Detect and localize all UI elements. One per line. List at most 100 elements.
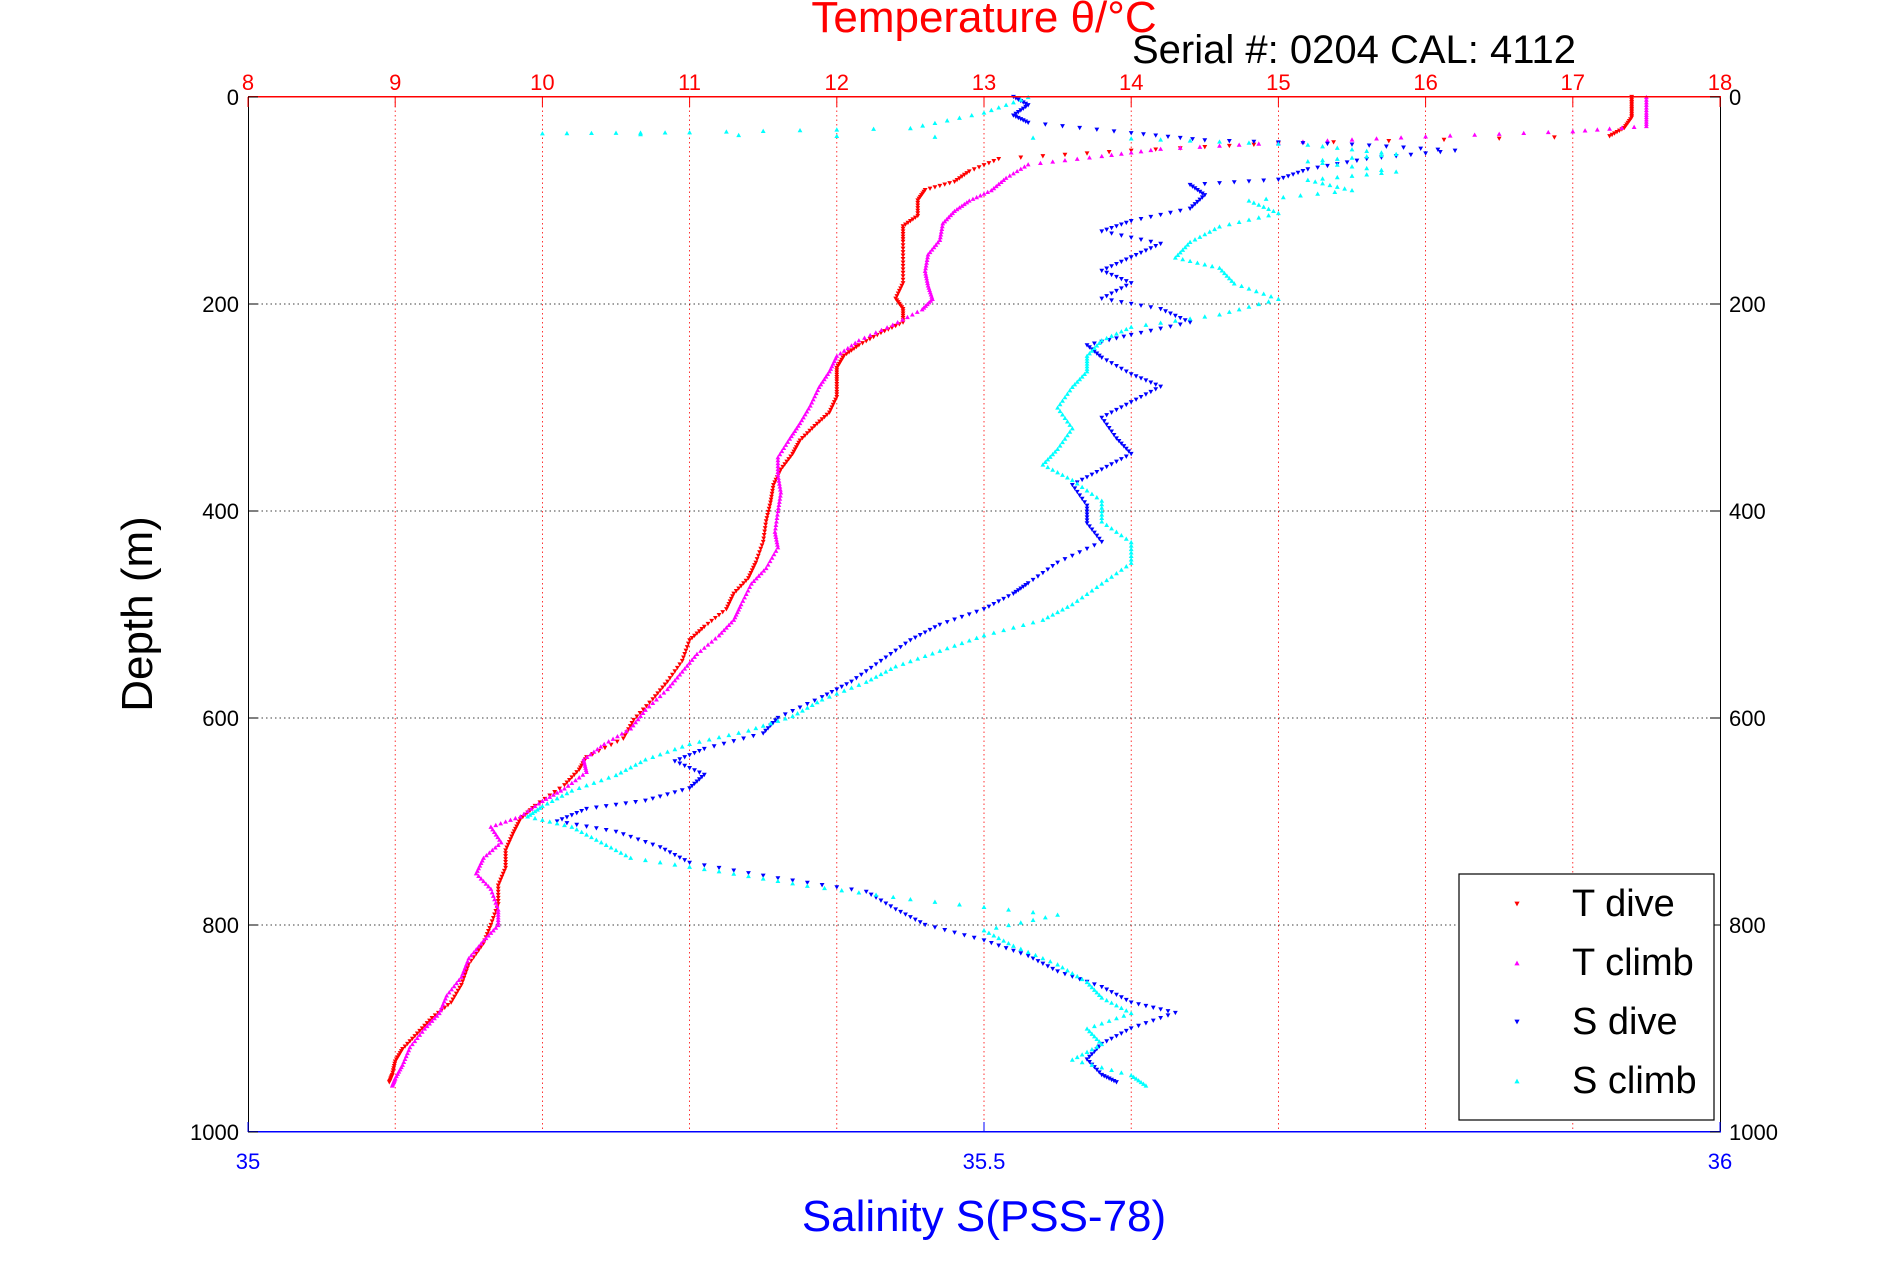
data-point [844,682,850,687]
data-point [908,658,913,664]
data-point [1192,202,1198,207]
data-point [957,902,962,907]
data-point [633,800,639,805]
data-point [849,679,854,684]
data-point [1050,467,1056,472]
data-point [610,736,616,741]
data-point [900,229,906,234]
data-point [749,581,754,586]
data-point [1084,356,1090,361]
data-point [873,330,879,335]
data-point [1123,257,1129,262]
data-point [516,819,522,825]
data-point [1109,990,1114,995]
data-point [791,449,797,454]
data-point [925,252,931,257]
data-point [476,873,482,878]
data-point [499,874,505,880]
data-point [1011,625,1016,630]
data-point [1644,121,1649,126]
data-point [797,420,803,426]
data-point [1045,567,1051,572]
data-point [770,721,776,726]
data-point [1023,583,1029,588]
data-point [827,369,832,374]
data-point [800,708,805,713]
data-point [540,817,545,822]
data-point [452,994,457,999]
data-point [1472,132,1478,137]
data-point [1109,1036,1114,1042]
data-point [650,697,656,702]
data-point [1089,1031,1095,1036]
data-point [1096,1039,1102,1044]
data-point [525,814,531,819]
data-point [569,813,575,818]
data-point [1545,129,1551,135]
data-point [932,134,938,139]
data-point [775,463,781,469]
data-point [501,868,507,874]
data-point [391,1066,397,1071]
data-point [628,855,634,860]
data-point [883,655,889,660]
data-point [495,886,501,891]
data-point [1077,376,1083,382]
data-point [821,376,827,382]
data-point [478,944,484,950]
data-point [701,645,707,650]
data-point [677,672,683,677]
data-point [1057,443,1063,448]
data-point [689,657,695,662]
data-point [863,679,869,684]
data-point [1104,997,1110,1003]
data-point [1168,311,1173,316]
data-point [1084,475,1090,480]
data-point [763,728,769,734]
data-point [1594,127,1600,132]
data-point [449,987,455,992]
data-point [1401,145,1406,150]
temperature-tick-label: 9 [389,70,401,95]
data-point [827,694,832,699]
data-point [1163,309,1168,314]
data-point [1177,145,1183,150]
data-point [795,442,800,448]
data-point [591,749,597,754]
data-point [1069,426,1075,431]
data-point [1072,382,1078,387]
data-point [969,112,975,118]
data-point [790,713,796,719]
data-point [1217,139,1222,144]
data-point [1172,255,1178,260]
data-point [1379,150,1384,155]
data-point [1236,142,1242,147]
data-point [1099,415,1105,421]
temperature-tick-label: 18 [1708,70,1732,95]
data-point [1109,574,1114,579]
data-point [687,860,692,866]
data-point [908,638,913,643]
data-point [1195,199,1200,205]
data-point [758,546,764,552]
data-point [564,790,570,796]
data-point [1025,162,1031,167]
data-point [1065,391,1070,396]
data-point [720,610,726,615]
data-point [786,457,792,462]
data-point [1138,394,1144,400]
data-point [1128,255,1134,260]
data-point [1192,237,1198,242]
data-point [574,827,580,832]
data-point [506,840,512,845]
data-point [643,757,648,762]
data-point [576,767,582,772]
data-point [766,506,772,512]
data-point [1128,136,1134,141]
data-point [1089,348,1095,353]
data-point [1128,1000,1134,1005]
data-point [1018,586,1024,591]
data-point [459,982,464,988]
data-point [804,431,810,436]
data-point [1349,155,1355,160]
